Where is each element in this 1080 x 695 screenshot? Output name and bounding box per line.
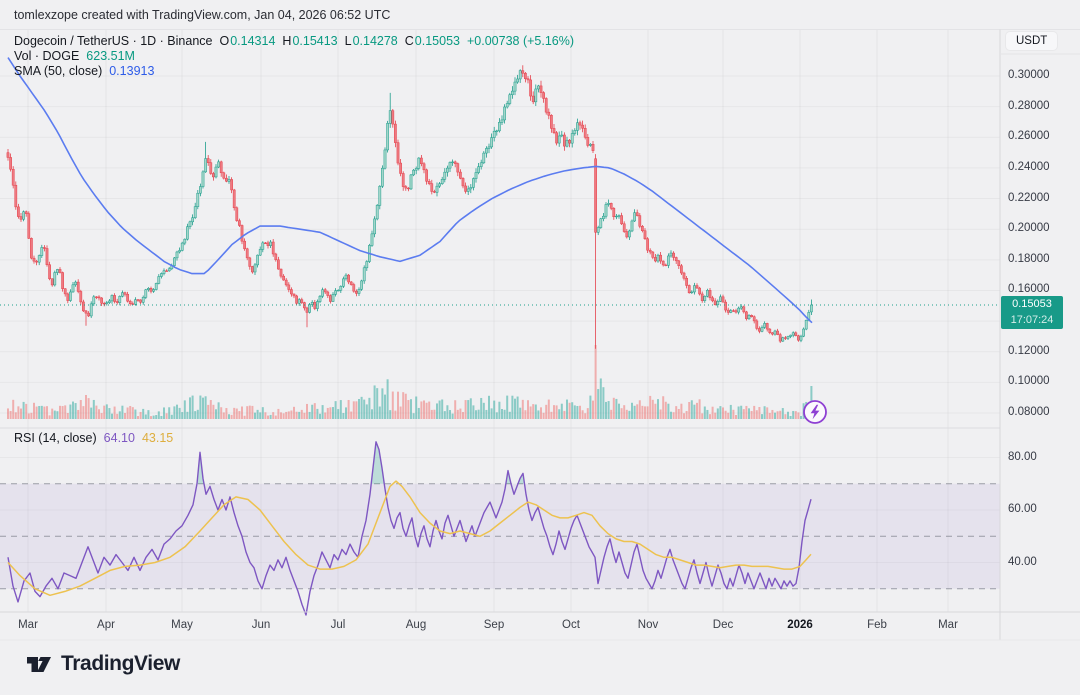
price-tick: 0.28000: [1008, 99, 1050, 112]
time-tick: 2026: [787, 619, 813, 631]
price-tick: 0.24000: [1008, 160, 1050, 173]
price-tick: 0.18000: [1008, 252, 1050, 265]
rsi-tick: 40.00: [1008, 555, 1037, 568]
time-tick: Aug: [405, 619, 427, 631]
tradingview-logo-text: TradingView: [61, 651, 180, 675]
price-tick: 0.12000: [1008, 344, 1050, 357]
time-tick: Apr: [97, 619, 115, 631]
price-change: +0.00738 (+5.16%): [466, 34, 575, 48]
volume-value: 623.51M: [86, 49, 135, 63]
rsi-tick: 80.00: [1008, 450, 1037, 463]
time-tick: Feb: [867, 619, 887, 631]
last-price-value: 0.15053: [1012, 298, 1052, 310]
sma-value: 0.13913: [109, 64, 155, 78]
price-tick: 0.26000: [1008, 130, 1050, 143]
sma-legend-row: SMA (50, close) 0.13913: [14, 64, 154, 78]
time-tick: Jul: [330, 619, 346, 631]
time-tick: Mar: [938, 619, 958, 631]
time-tick: Nov: [637, 619, 659, 631]
last-price-badge: 0.15053 17:07:24: [1001, 296, 1063, 329]
sma-label[interactable]: SMA (50, close): [14, 64, 103, 78]
attribution-text: tomlexzope created with TradingView.com,…: [14, 8, 391, 22]
currency-button[interactable]: USDT: [1006, 32, 1058, 50]
ohlc-low: L 0.14278: [344, 34, 398, 48]
price-tick: 0.20000: [1008, 222, 1050, 235]
time-tick: May: [171, 619, 193, 631]
price-tick: 0.22000: [1008, 191, 1050, 204]
rsi-label[interactable]: RSI (14, close): [14, 431, 97, 445]
rsi-tick: 60.00: [1008, 503, 1037, 515]
tradingview-attribution-link[interactable]: TradingView: [25, 650, 180, 677]
ohlc-close: C 0.15053: [404, 34, 460, 48]
symbol-title[interactable]: Dogecoin / TetherUS · 1D · Binance: [14, 34, 213, 48]
volume-legend-row: Vol · DOGE 623.51M: [14, 49, 135, 63]
rsi-legend-row: RSI (14, close) 64.10 43.15: [14, 431, 173, 445]
price-tick: 0.10000: [1008, 375, 1050, 388]
price-tick: 0.16000: [1008, 283, 1050, 296]
lightning-icon: [803, 400, 827, 424]
rsi-value: 64.10: [103, 431, 135, 445]
symbol-legend-row: Dogecoin / TetherUS · 1D · Binance O 0.14…: [14, 34, 574, 48]
time-tick: Oct: [562, 619, 580, 631]
time-tick: Sep: [483, 619, 505, 631]
time-tick: Mar: [18, 619, 38, 631]
instant-order-button[interactable]: [802, 399, 828, 425]
ohlc-high: H 0.15413: [282, 34, 338, 48]
price-tick: 0.30000: [1008, 69, 1050, 81]
bar-countdown: 17:07:24: [1010, 313, 1054, 326]
tradingview-logo-icon: [27, 657, 51, 672]
rsi-ma-value: 43.15: [141, 431, 174, 445]
time-tick: Dec: [712, 619, 734, 631]
ohlc-open: O 0.14314: [219, 34, 276, 48]
price-tick: 0.08000: [1008, 406, 1050, 419]
time-tick: Jun: [251, 619, 271, 631]
volume-label[interactable]: Vol · DOGE: [14, 49, 80, 63]
